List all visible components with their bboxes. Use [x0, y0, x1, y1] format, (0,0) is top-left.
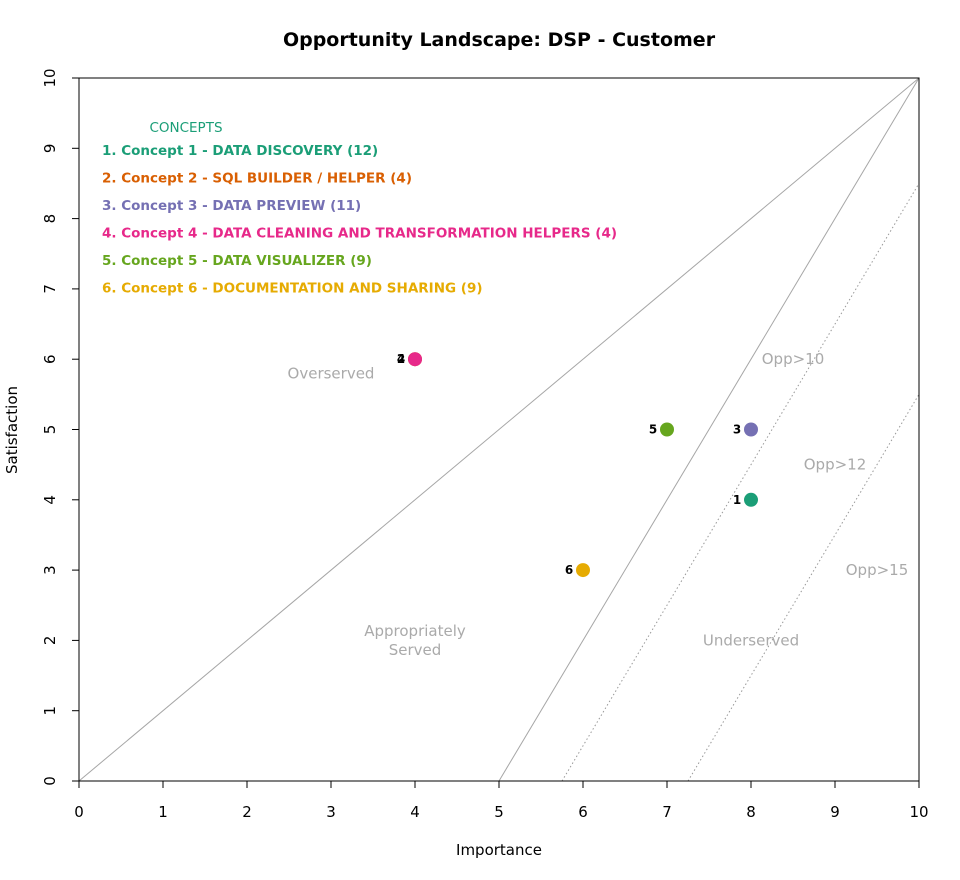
data-points: 1 2 3 4 5 6	[397, 352, 758, 578]
data-point-6	[576, 563, 590, 578]
x-tick-label: 6	[578, 803, 588, 821]
data-point-3	[744, 422, 758, 437]
y-tick-label: 2	[41, 636, 59, 646]
region-label: Opp>15	[846, 561, 909, 579]
legend-item: 5. Concept 5 - DATA VISUALIZER (9)	[102, 253, 372, 269]
x-tick-label: 5	[494, 803, 504, 821]
legend: CONCEPTS 1. Concept 1 - DATA DISCOVERY (1…	[102, 120, 617, 297]
x-tick-label: 9	[830, 803, 840, 821]
y-tick-label: 1	[41, 706, 59, 716]
x-tick-label: 7	[662, 803, 672, 821]
x-tick-label: 1	[158, 803, 168, 821]
y-tick-label: 5	[41, 425, 59, 435]
y-tick-label: 4	[41, 495, 59, 505]
legend-title: CONCEPTS	[149, 120, 222, 136]
legend-item: 4. Concept 4 - DATA CLEANING AND TRANSFO…	[102, 226, 617, 242]
data-point-1	[744, 492, 758, 507]
reference-line-1	[78, 77, 920, 782]
legend-item: 6. Concept 6 - DOCUMENTATION AND SHARING…	[102, 281, 483, 297]
data-point-label: 6	[565, 563, 573, 577]
data-point-4	[408, 352, 422, 367]
reference-line-3	[561, 183, 920, 782]
y-tick-label: 0	[41, 776, 59, 786]
region-label: Underserved	[703, 631, 799, 649]
y-axis-label: Satisfaction	[3, 386, 21, 474]
x-axis: 0 1 2 3 4 5 6 7 8 9 10	[74, 781, 929, 821]
data-point-label: 2	[397, 352, 405, 366]
data-point-5	[660, 422, 674, 437]
x-tick-label: 0	[74, 803, 84, 821]
reference-line-4	[687, 394, 920, 782]
region-label: Opp>12	[804, 456, 867, 474]
reference-lines	[78, 77, 920, 782]
y-tick-label: 9	[41, 144, 59, 154]
x-tick-label: 4	[410, 803, 420, 821]
x-tick-label: 8	[746, 803, 756, 821]
x-axis-label: Importance	[456, 841, 542, 859]
reference-line-2	[498, 77, 920, 782]
chart-title: Opportunity Landscape: DSP - Customer	[283, 29, 716, 51]
region-label: Served	[389, 641, 442, 659]
data-point-label: 3	[733, 423, 741, 437]
region-label: Opp>10	[762, 350, 825, 368]
y-tick-label: 6	[41, 354, 59, 364]
data-point-label: 4	[397, 352, 405, 366]
y-tick-label: 3	[41, 565, 59, 575]
region-label: Overserved	[288, 364, 375, 382]
y-tick-label: 7	[41, 284, 59, 294]
data-point-label: 1	[733, 493, 741, 507]
data-point-label: 5	[649, 423, 657, 437]
region-label: Appropriately	[364, 622, 466, 640]
legend-item: 2. Concept 2 - SQL BUILDER / HELPER (4)	[102, 171, 412, 187]
y-tick-label: 8	[41, 214, 59, 224]
x-tick-label: 10	[909, 803, 928, 821]
x-tick-label: 2	[242, 803, 252, 821]
y-axis: 0 1 2 3 4 5 6 7 8 9 10	[41, 68, 79, 786]
y-tick-label: 10	[41, 68, 59, 87]
x-tick-label: 3	[326, 803, 336, 821]
legend-item: 1. Concept 1 - DATA DISCOVERY (12)	[102, 143, 378, 159]
legend-item: 3. Concept 3 - DATA PREVIEW (11)	[102, 198, 361, 214]
